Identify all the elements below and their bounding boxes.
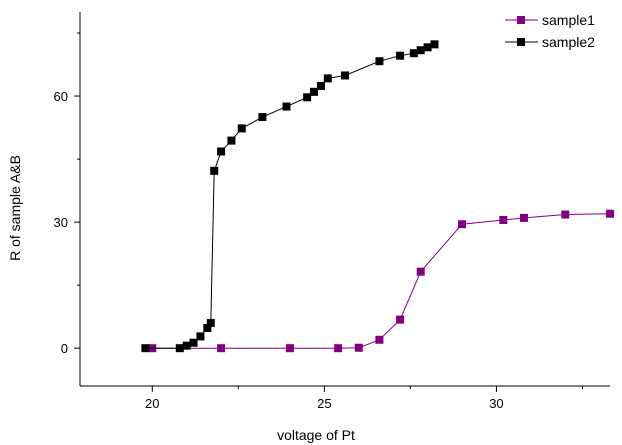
- sample2-line: [145, 43, 435, 349]
- legend-label: sample1: [542, 12, 595, 28]
- sample2-point: [217, 147, 226, 156]
- legend-label: sample2: [542, 34, 595, 50]
- sample2-point: [189, 338, 198, 347]
- sample2-point: [423, 43, 432, 52]
- sample1-point: [396, 315, 405, 324]
- legend-marker: [517, 16, 525, 24]
- sample1-point: [606, 209, 614, 218]
- legend-marker: [517, 38, 525, 46]
- y-tick-label: 0: [61, 341, 68, 356]
- sample2-point: [396, 51, 405, 60]
- sample2-point: [182, 341, 191, 350]
- sample2-point: [375, 57, 384, 66]
- x-ticks: 20 25 30: [145, 386, 583, 411]
- sample1-point: [354, 343, 363, 352]
- y-axis-title: R of sample A&B: [7, 155, 23, 261]
- sample2-point: [141, 344, 150, 353]
- sample1-point: [217, 344, 226, 353]
- legend-item-sample1: sample1: [505, 12, 595, 28]
- sample1-point: [285, 344, 294, 353]
- sample2-point: [206, 318, 215, 327]
- sample1-point: [561, 210, 570, 219]
- legend-item-sample2: sample2: [505, 34, 595, 50]
- sample2-point: [237, 124, 246, 133]
- series-sample1: [148, 209, 614, 353]
- sample2-point: [409, 49, 418, 58]
- sample2-point: [430, 40, 439, 49]
- sample1-point: [519, 213, 528, 222]
- sample2-point: [310, 87, 319, 96]
- y-ticks: 0 30 60: [54, 32, 80, 356]
- x-tick-label: 25: [317, 396, 331, 411]
- legend: sample1 sample2: [505, 12, 595, 50]
- x-tick-label: 20: [145, 396, 159, 411]
- sample1-point: [375, 335, 384, 344]
- sample2-point: [303, 93, 312, 102]
- sample2-point: [316, 81, 325, 90]
- sample2-point: [323, 74, 332, 83]
- x-axis-title: voltage of Pt: [277, 427, 355, 443]
- sample2-point: [282, 102, 291, 111]
- y-tick-label: 30: [54, 215, 68, 230]
- sample2-point: [203, 324, 212, 333]
- series-layer: [141, 40, 614, 353]
- x-tick-label: 30: [489, 396, 503, 411]
- sample2-point: [258, 113, 267, 122]
- sample1-line: [152, 213, 611, 349]
- sample2-point: [210, 166, 219, 175]
- sample2-point: [196, 332, 205, 341]
- sample1-point: [416, 267, 425, 276]
- sample2-point: [416, 46, 425, 55]
- sample1-point: [458, 220, 467, 229]
- y-tick-label: 60: [54, 89, 68, 104]
- sample2-point: [341, 71, 349, 80]
- sample2-point: [175, 344, 184, 353]
- plot-area: 20 25 30 0 30 60: [54, 12, 614, 411]
- sample1-point: [499, 216, 508, 225]
- sample2-point: [227, 136, 236, 145]
- series-sample2: [141, 40, 439, 353]
- sample1-point: [334, 344, 343, 353]
